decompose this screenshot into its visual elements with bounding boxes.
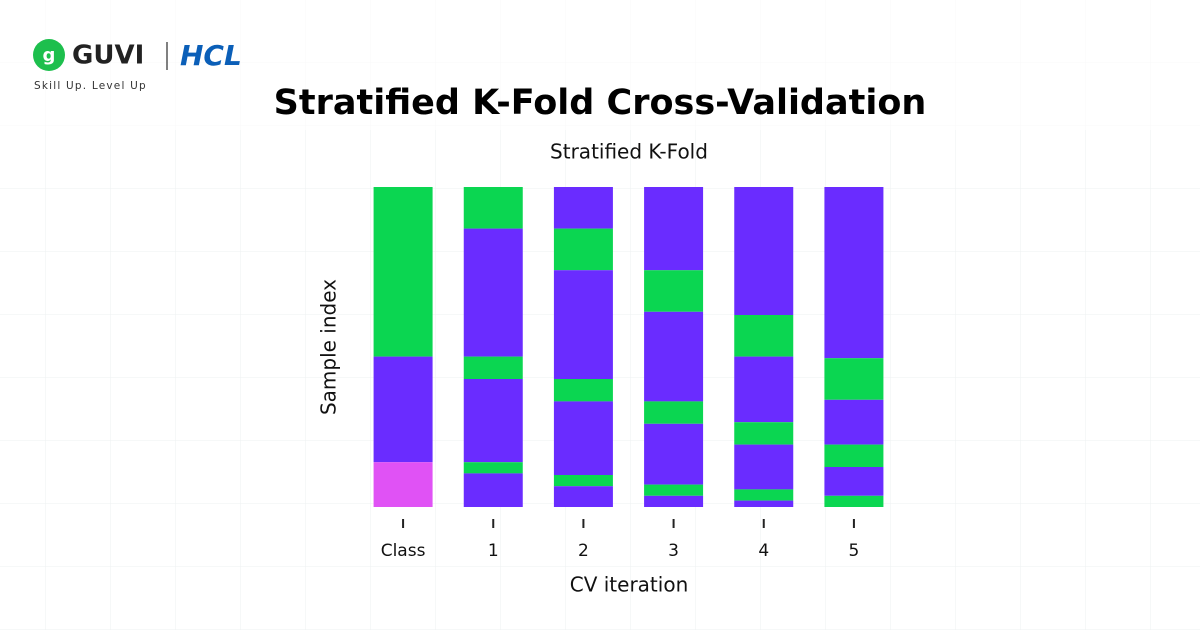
bar-segment xyxy=(644,311,704,402)
bar-segment xyxy=(373,187,433,357)
bar-segment xyxy=(644,423,704,485)
bar-segment xyxy=(463,473,523,507)
header-band xyxy=(0,0,1200,130)
bar-segment xyxy=(553,475,613,487)
bar-segment xyxy=(734,500,794,507)
brand-name: GUVI xyxy=(72,41,144,71)
bar-segment xyxy=(373,356,433,463)
bar-segment xyxy=(463,356,523,379)
bar-segment xyxy=(824,444,884,467)
bar-segment xyxy=(553,486,613,507)
x-tick-label: 3 xyxy=(668,541,679,561)
bar-segment xyxy=(553,270,613,379)
logo: g GUVI HCL Skill Up. Level Up xyxy=(33,39,242,92)
bar-segment xyxy=(553,228,613,271)
x-tick-label: 2 xyxy=(578,541,589,561)
bar-segment xyxy=(824,187,884,359)
x-tick-label: 1 xyxy=(488,541,499,561)
bar-segment xyxy=(734,356,794,423)
bar-segment xyxy=(373,462,433,507)
bar-segment xyxy=(734,444,794,490)
bar-segment xyxy=(644,484,704,496)
bar-segment xyxy=(644,495,704,507)
bar-segment xyxy=(734,489,794,501)
brand-icon-glyph: g xyxy=(43,45,56,66)
bar-segment xyxy=(463,462,523,474)
bar-segment xyxy=(644,270,704,312)
y-axis-title: Sample index xyxy=(317,279,341,415)
tagline: Skill Up. Level Up xyxy=(34,80,147,92)
x-tick-label: 4 xyxy=(758,541,769,561)
bar-segment xyxy=(644,401,704,424)
page-title: Stratified K-Fold Cross-Validation xyxy=(274,83,927,123)
x-tick-label: 5 xyxy=(849,541,860,561)
partner-name: HCL xyxy=(180,39,242,72)
bar-segment xyxy=(824,495,884,507)
bar-segment xyxy=(463,228,523,357)
bar-segment xyxy=(463,379,523,463)
bar-segment xyxy=(553,187,613,229)
chart-title: Stratified K-Fold xyxy=(550,140,708,164)
bar-segment xyxy=(734,187,794,315)
bar-segment xyxy=(824,358,884,400)
bar-segment xyxy=(644,187,704,271)
bar-segment xyxy=(734,315,794,357)
brand-icon xyxy=(33,39,65,71)
plot-area: Class 1 2 3 4 5 xyxy=(373,187,884,561)
bar-segment xyxy=(463,187,523,229)
bar-segment xyxy=(824,467,884,496)
x-tick-label: Class xyxy=(381,541,426,561)
bar-segment xyxy=(734,422,794,445)
bar-segment xyxy=(824,399,884,445)
bar-segment xyxy=(553,379,613,402)
x-axis-title: CV iteration xyxy=(570,573,689,597)
bar-segment xyxy=(553,401,613,475)
